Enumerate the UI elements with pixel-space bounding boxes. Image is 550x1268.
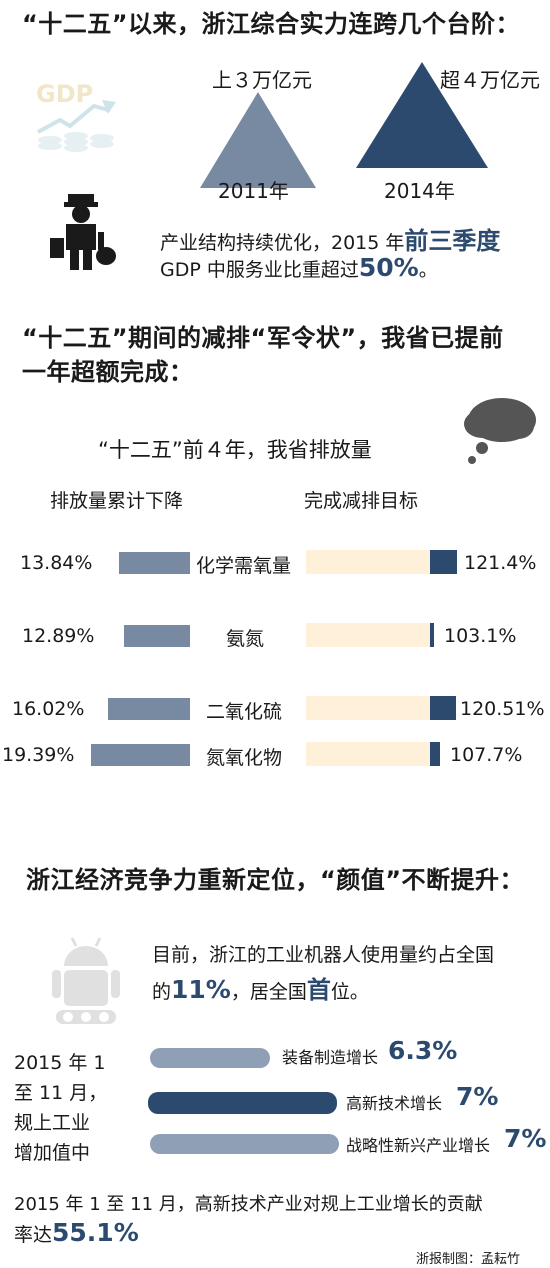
growth-label: 装备制造增长 bbox=[282, 1048, 379, 1067]
target-base bbox=[306, 696, 430, 720]
pollutant-name: 氨氮 bbox=[226, 628, 265, 650]
target-base bbox=[306, 550, 430, 574]
service-line2: GDP 中服务业比重超过50%。 bbox=[160, 253, 438, 282]
target-excess-bar bbox=[430, 550, 457, 574]
section1-title: “十二五”以来，浙江综合实力连跨几个台阶： bbox=[22, 10, 521, 38]
triangle-2011 bbox=[200, 92, 316, 188]
section2-title-line1: “十二五”期间的减排“军令状”，我省已提前 bbox=[22, 324, 504, 352]
target-base bbox=[306, 623, 430, 647]
col-decline-header: 排放量累计下降 bbox=[50, 490, 184, 512]
target-excess-bar bbox=[430, 623, 434, 647]
target-excess-bar bbox=[430, 696, 456, 720]
col-target-header: 完成减排目标 bbox=[304, 490, 419, 512]
growth-bar bbox=[150, 1048, 270, 1068]
decline-bar bbox=[119, 552, 190, 574]
robot-line2-c: 位。 bbox=[330, 981, 369, 1003]
pollutant-name: 化学需氧量 bbox=[196, 555, 292, 577]
contribution-text: 率达 bbox=[14, 1224, 53, 1246]
decline-value: 13.84% bbox=[20, 552, 93, 574]
period-label: 2015 年 1 至 11 月， 规上工业 增加值中 bbox=[14, 1048, 107, 1168]
period-label-line: 2015 年 1 bbox=[14, 1052, 106, 1074]
gdp-icon-text: GDP bbox=[36, 80, 94, 108]
service-line1-emphasis: 前三季度 bbox=[404, 227, 501, 255]
growth-bar bbox=[150, 1134, 339, 1154]
contribution-line1: 2015 年 1 至 11 月，高新技术产业对规上工业增长的贡献 bbox=[14, 1194, 483, 1215]
android-robot-icon bbox=[46, 936, 126, 1028]
growth-value: 7% bbox=[456, 1082, 499, 1111]
robot-line2: 的11%，居全国首位。 bbox=[152, 970, 369, 1005]
section3-title: 浙江经济竞争力重新定位，“颜值”不断提升： bbox=[26, 866, 525, 894]
emission-subtitle: “十二五”前４年，我省排放量 bbox=[98, 438, 372, 462]
service-share-value: 50% bbox=[358, 253, 419, 282]
decline-bar bbox=[91, 744, 190, 766]
robot-rank-value: 首 bbox=[306, 976, 331, 1004]
growth-label: 高新技术增长 bbox=[346, 1094, 443, 1113]
service-line1-text: 产业结构持续优化，2015 年 bbox=[160, 232, 405, 254]
triangle-2014 bbox=[356, 62, 488, 168]
growth-bar bbox=[148, 1092, 337, 1114]
period-label-line: 增加值中 bbox=[14, 1142, 91, 1164]
robot-line2-a: 的 bbox=[152, 981, 172, 1003]
gdp-chart-icon: GDP bbox=[36, 80, 118, 152]
decline-value: 19.39% bbox=[2, 744, 75, 766]
period-label-line: 规上工业 bbox=[14, 1112, 91, 1134]
target-value: 107.7% bbox=[450, 744, 523, 766]
period-label-line: 至 11 月， bbox=[14, 1082, 108, 1104]
growth-value: 6.3% bbox=[388, 1036, 458, 1065]
growth-label: 战略性新兴产业增长 bbox=[346, 1136, 491, 1155]
robot-share-value: 11% bbox=[171, 975, 231, 1004]
robot-line2-b: ，居全国 bbox=[230, 981, 307, 1003]
robot-line1: 目前，浙江的工业机器人使用量约占全国 bbox=[152, 944, 495, 966]
contribution-rate-value: 55.1% bbox=[52, 1218, 139, 1247]
decline-value: 12.89% bbox=[22, 625, 95, 647]
decline-value: 16.02% bbox=[12, 698, 85, 720]
service-worker-icon bbox=[44, 192, 124, 272]
label-2011-value: 上３万亿元 bbox=[212, 68, 312, 92]
target-value: 120.51% bbox=[460, 698, 545, 720]
label-2014-year: 2014年 bbox=[384, 179, 455, 203]
cloud-icon bbox=[460, 394, 538, 466]
decline-bar bbox=[108, 698, 190, 720]
growth-value: 7% bbox=[504, 1124, 547, 1153]
target-value: 103.1% bbox=[444, 625, 517, 647]
service-line1: 产业结构持续优化，2015 年前三季度 bbox=[160, 221, 500, 256]
pollutant-name: 氮氧化物 bbox=[206, 747, 283, 769]
credit-line: 浙报制图：孟耘竹 bbox=[416, 1252, 521, 1267]
pollutant-name: 二氧化硫 bbox=[206, 701, 283, 723]
section2-title-line2: 一年超额完成： bbox=[22, 358, 194, 386]
service-line2-end: 。 bbox=[418, 259, 438, 281]
decline-bar bbox=[124, 625, 190, 647]
contribution-line2: 率达55.1% bbox=[14, 1218, 139, 1247]
label-2011-year: 2011年 bbox=[218, 179, 289, 203]
service-line2-text: GDP 中服务业比重超过 bbox=[160, 259, 359, 281]
target-excess-bar bbox=[430, 742, 440, 766]
target-value: 121.4% bbox=[464, 552, 537, 574]
target-base bbox=[306, 742, 430, 766]
